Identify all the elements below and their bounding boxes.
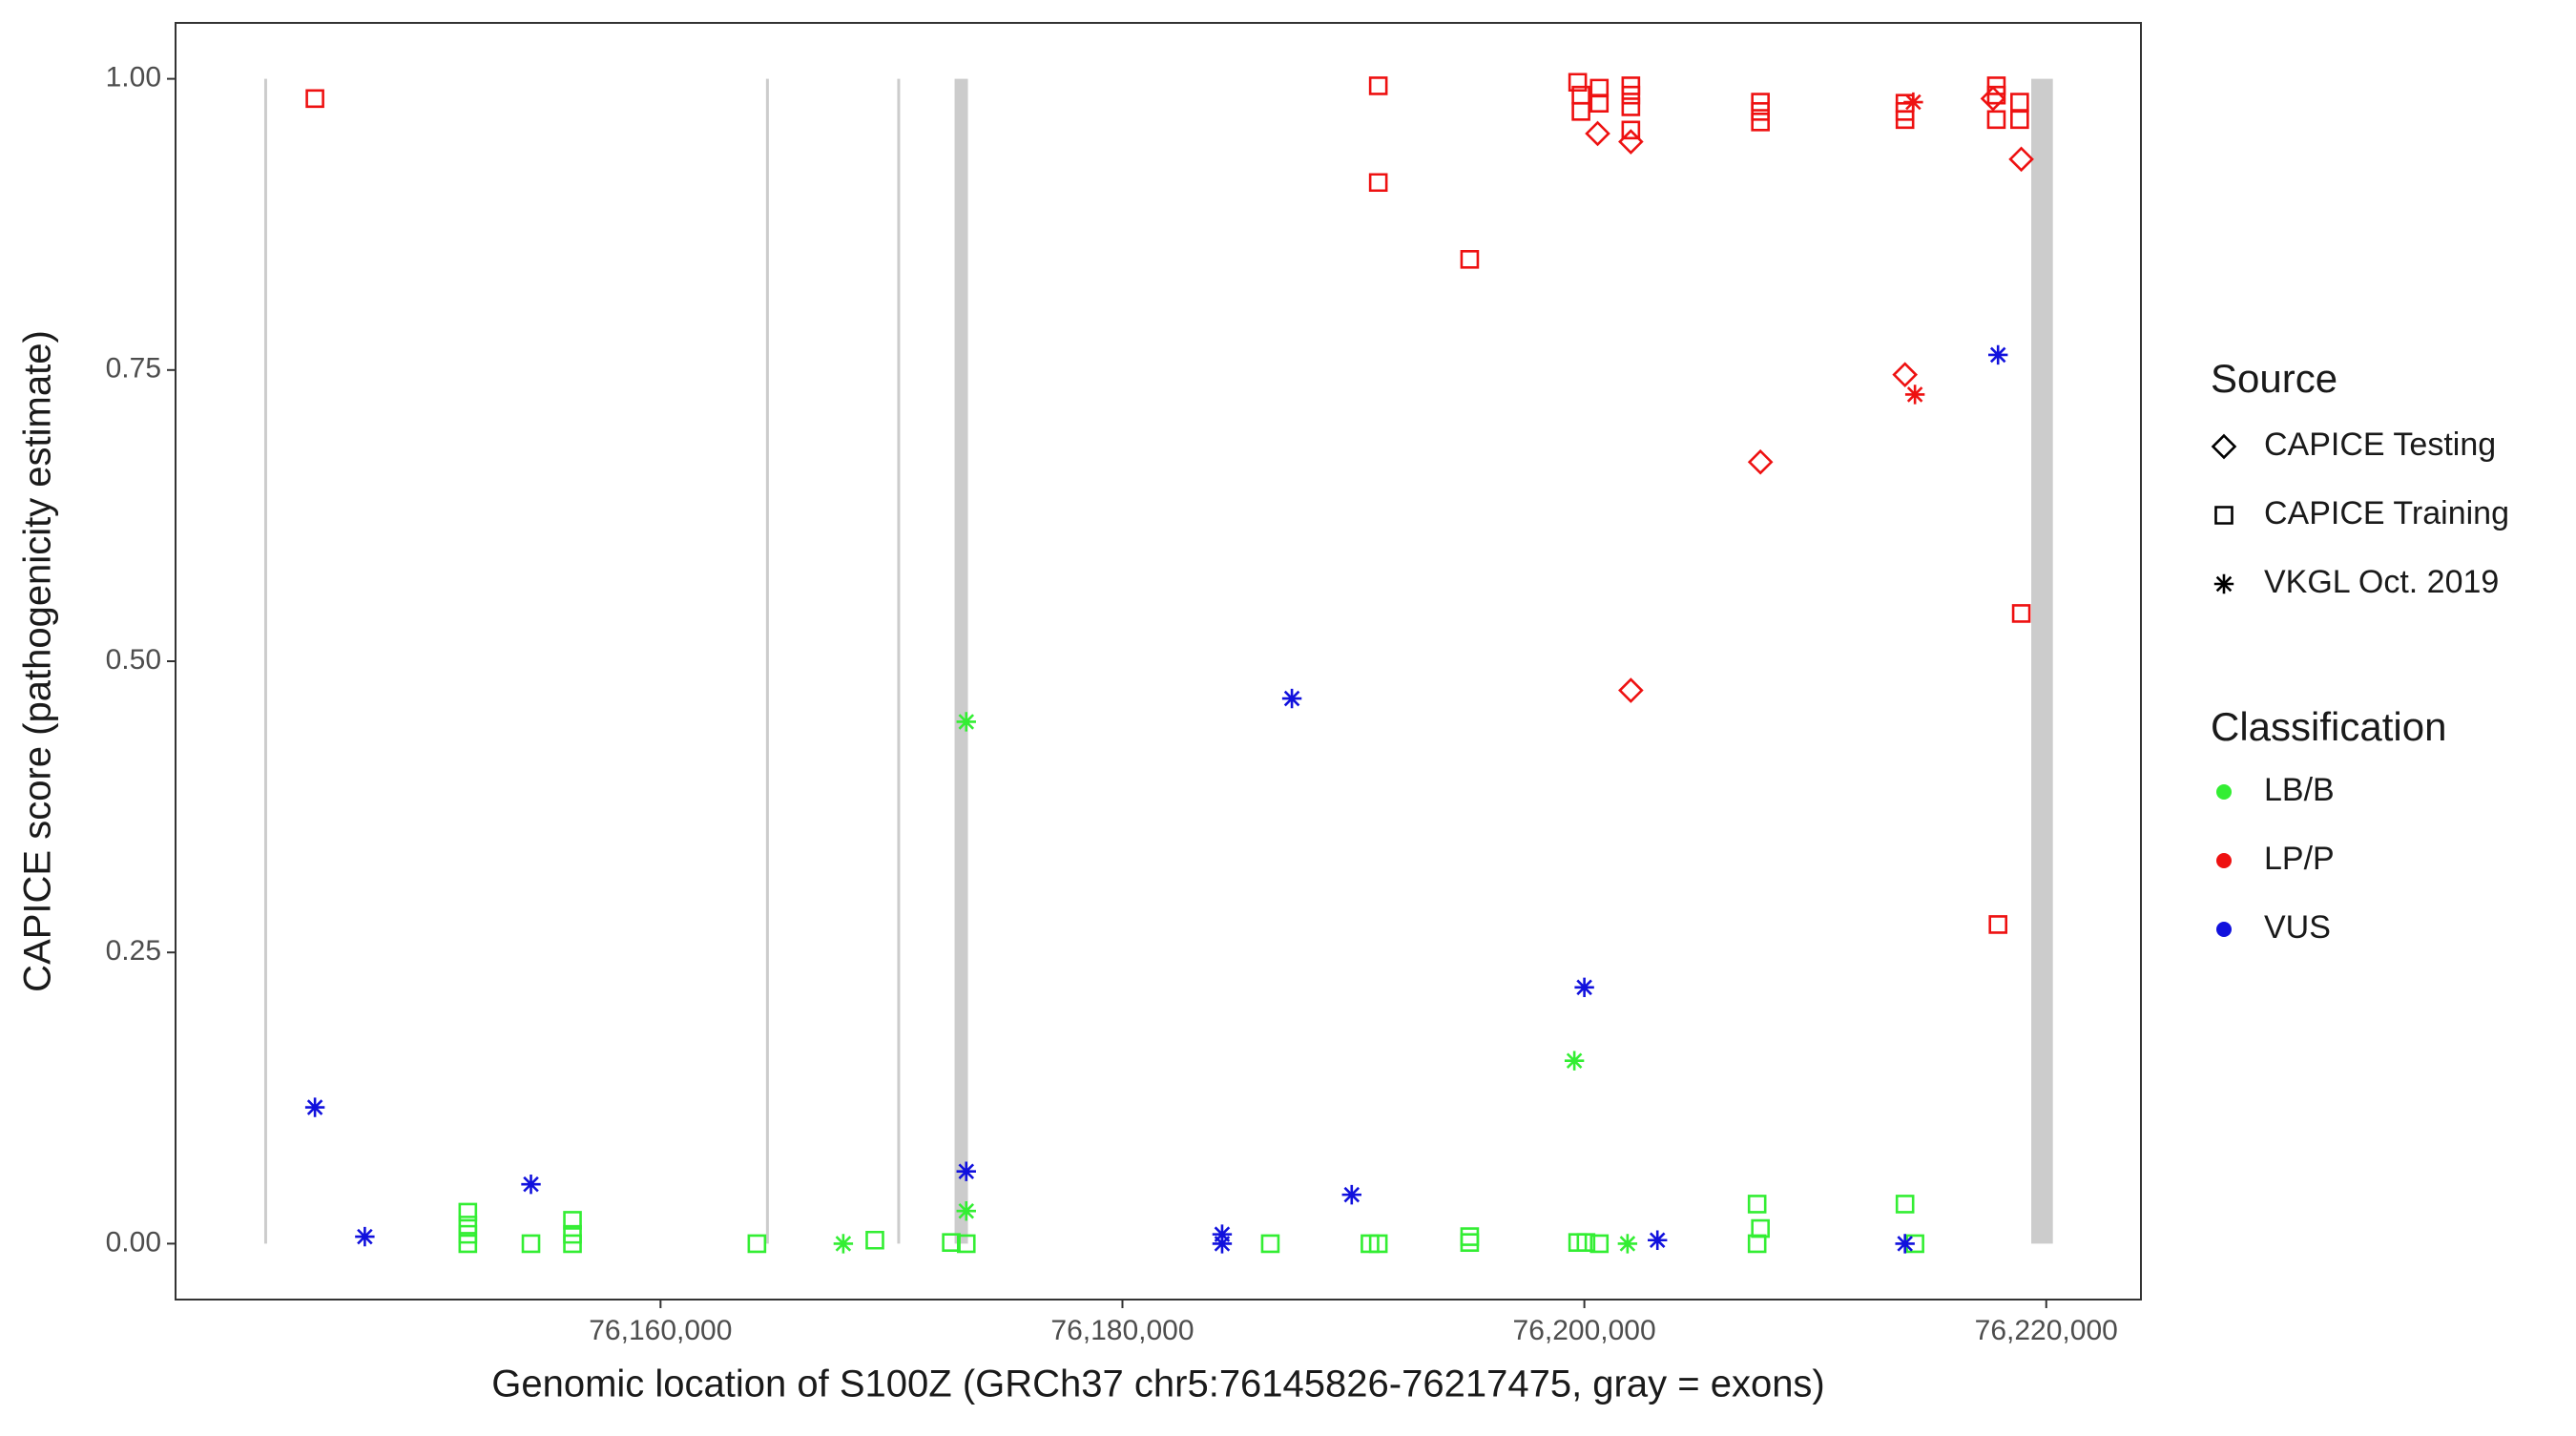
legend-key [2216,853,2232,868]
y-tick-label: 0.50 [106,644,161,676]
point [1589,78,1610,98]
point [1747,1195,1767,1214]
point [1589,1234,1610,1254]
legend-key [2213,573,2234,594]
legend-key [2211,433,2237,460]
point [563,1234,582,1254]
point [1618,677,1644,703]
exon [954,78,968,1244]
legend-key [2214,506,2233,525]
point [1903,92,1923,113]
point [956,1161,976,1181]
legend-label: LB/B [2264,772,2335,808]
y-axis-title: CAPICE score (pathogenicity estimate) [17,330,59,992]
point [1368,76,1388,95]
y-tick-label: 0.75 [106,353,161,385]
x-axis-title: Genomic location of S100Z (GRCh37 chr5:7… [491,1363,1825,1405]
point [1568,73,1588,93]
exon [897,78,901,1244]
point [833,1234,854,1254]
exon [2031,78,2053,1244]
legend-title: Source [2211,356,2337,401]
point [1986,85,2006,105]
point [1895,110,1915,130]
y-tick-label: 1.00 [106,62,161,94]
legend-title: Classification [2211,704,2446,749]
y-tick-label: 0.00 [106,1226,161,1258]
y-tick-label: 0.25 [106,935,161,967]
point [1747,448,1774,475]
point [458,1234,478,1254]
point [1895,1195,1915,1214]
point [1618,129,1644,155]
point [1747,1234,1767,1254]
point [1571,101,1590,121]
point [1460,1233,1480,1252]
point [1988,915,2008,934]
point [1892,362,1918,387]
x-tick-label: 76,220,000 [1975,1315,2118,1346]
point [1564,1051,1585,1071]
exon [263,78,267,1244]
point [956,712,976,732]
point [1988,344,2008,365]
point [1574,977,1594,998]
point [1986,110,2006,130]
x-tick-label: 76,180,000 [1050,1315,1194,1346]
legend-label: VKGL Oct. 2019 [2264,564,2499,600]
legend-label: LP/P [2264,841,2335,877]
legend-key [2216,784,2232,800]
point [304,1097,325,1117]
point [1341,1184,1361,1205]
exon [765,78,769,1244]
point [2010,110,2029,130]
point [1460,250,1480,269]
point [1751,1218,1770,1238]
point [1260,1234,1280,1254]
point [956,1201,976,1221]
point [1648,1230,1668,1250]
point [521,1234,541,1254]
point [1212,1234,1233,1254]
point [865,1230,884,1250]
point [956,1234,976,1254]
point [1895,1234,1915,1254]
point [1281,688,1302,709]
point [2010,93,2029,112]
point [2008,146,2034,173]
point [1621,97,1641,116]
point [355,1226,375,1247]
point [747,1234,767,1254]
plot-border [175,22,2142,1301]
point [1368,1234,1388,1254]
point [2011,604,2031,623]
x-tick-label: 76,160,000 [589,1315,732,1346]
point [1585,120,1610,147]
point [1751,112,1770,132]
legend-label: VUS [2264,909,2331,946]
legend-label: CAPICE Testing [2264,427,2496,463]
point [1617,1234,1638,1254]
point [1460,1227,1480,1246]
point [1980,86,2006,112]
point [305,89,324,109]
point [521,1174,541,1195]
legend-key [2216,922,2232,937]
point [1904,385,1925,405]
point [1589,94,1610,114]
point [1368,173,1388,193]
x-tick-label: 76,200,000 [1513,1315,1656,1346]
legend-label: CAPICE Training [2264,495,2509,531]
